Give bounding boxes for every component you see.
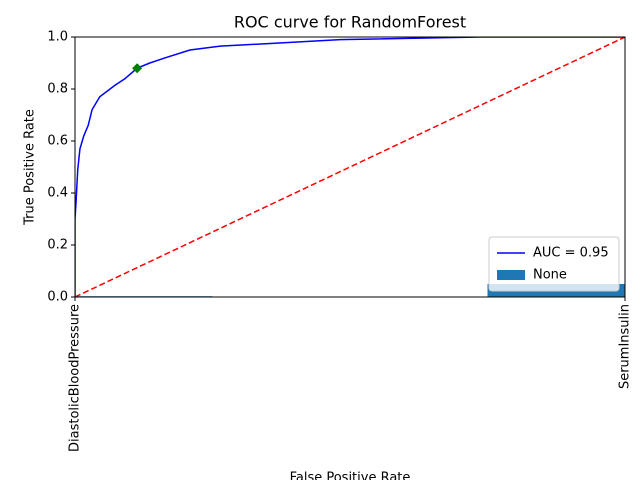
y-tick-label: 0.0: [47, 290, 68, 305]
roc-line: [75, 37, 625, 297]
chart-title: ROC curve for RandomForest: [234, 13, 466, 32]
x-tick-label: DiastolicBloodPressure: [68, 304, 83, 452]
x-tick-label: SerumInsulin: [618, 304, 633, 389]
legend-label: AUC = 0.95: [533, 246, 609, 261]
axes-frame: [74, 36, 626, 298]
y-axis-label: True Positive Rate: [23, 109, 38, 226]
y-tick-label: 0.6: [47, 134, 68, 149]
y-tick-label: 0.8: [47, 82, 68, 97]
legend-label: None: [533, 268, 567, 283]
y-tick-label: 0.2: [47, 238, 68, 253]
legend-patch: [497, 270, 525, 280]
y-tick-label: 0.4: [47, 186, 68, 201]
threshold-marker: [132, 63, 143, 74]
y-tick-label: 1.0: [47, 30, 68, 45]
x-axis-label: False Positive Rate: [290, 471, 411, 480]
reference-line: [75, 37, 625, 297]
